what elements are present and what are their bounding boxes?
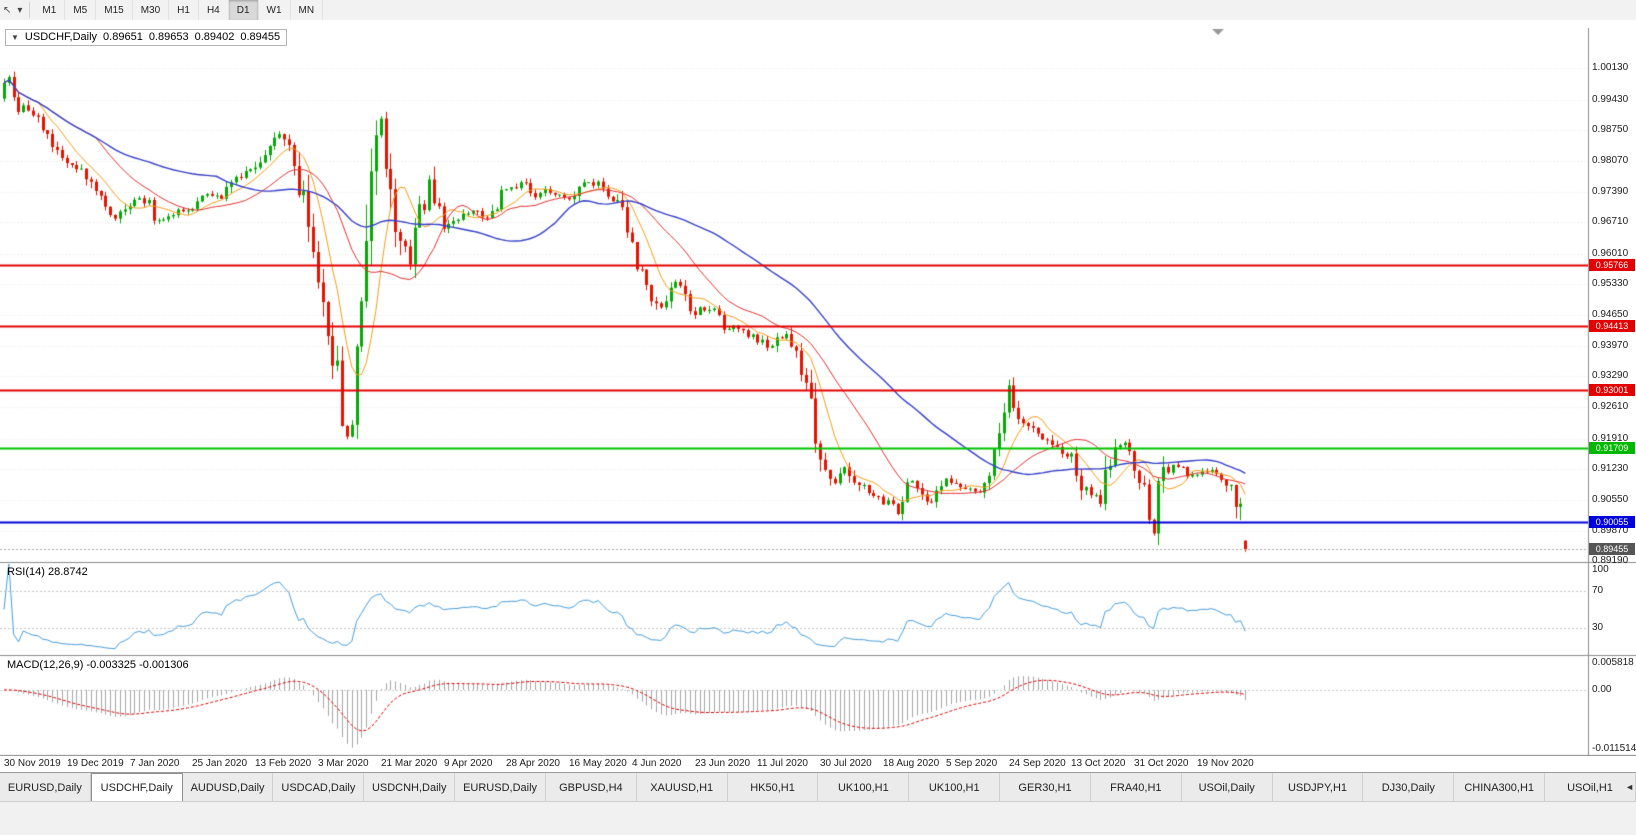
cursor-tool-icon[interactable]: ↖ — [3, 4, 12, 16]
timeframe-button-mn[interactable]: MN — [291, 0, 324, 20]
chart-tab-audusd-daily[interactable]: AUDUSD,Daily — [183, 773, 274, 802]
timeframe-group: M1 M5 M15 M30 H1 H4 D1 W1 MN — [34, 0, 324, 20]
chart-tab-hk50-h1[interactable]: HK50,H1 — [728, 773, 819, 802]
toolbar-separator — [29, 2, 31, 18]
ohlc-open: 0.89651 — [103, 31, 143, 43]
cursor-tool-dropdown-icon[interactable]: ▾ — [17, 4, 23, 16]
chart-tab-usdcnh-daily[interactable]: USDCNH,Daily — [364, 773, 456, 802]
timeframe-button-m30[interactable]: M30 — [133, 0, 170, 20]
timeframe-button-h4[interactable]: H4 — [199, 0, 229, 20]
date-label: 24 Sep 2020 — [1009, 758, 1066, 769]
timeframe-button-w1[interactable]: W1 — [259, 0, 291, 20]
timeframe-button-m15[interactable]: M15 — [96, 0, 133, 20]
chart-tab-ger30-h1[interactable]: GER30,H1 — [1000, 773, 1091, 802]
ohlc-close: 0.89455 — [240, 31, 281, 43]
macd-indicator-label: MACD(12,26,9) -0.003325 -0.001306 — [7, 659, 189, 671]
date-label: 11 Jul 2020 — [757, 758, 808, 769]
date-label: 31 Oct 2020 — [1134, 758, 1189, 769]
chart-tab-fra40-h1[interactable]: FRA40,H1 — [1091, 773, 1182, 802]
date-label: 19 Nov 2020 — [1197, 758, 1254, 769]
tab-scroll-left-icon[interactable]: ◄ — [1625, 782, 1634, 792]
chart-tab-usoil-h1[interactable]: USOil,H1 — [1545, 773, 1636, 802]
date-axis: 30 Nov 2019 19 Dec 2019 7 Jan 2020 25 Jan 2… — [0, 756, 1636, 772]
date-label: 16 May 2020 — [569, 758, 627, 769]
ohlc-low: 0.89402 — [194, 31, 235, 43]
date-label: 7 Jan 2020 — [130, 758, 180, 769]
date-label: 19 Dec 2019 — [67, 758, 124, 769]
date-label: 13 Oct 2020 — [1071, 758, 1126, 769]
timeframe-button-m5[interactable]: M5 — [65, 0, 97, 20]
date-label: 13 Feb 2020 — [255, 758, 312, 769]
date-label: 23 Jun 2020 — [695, 758, 751, 769]
chart-tab-dj30-daily[interactable]: DJ30,Daily — [1363, 773, 1455, 802]
chart-window: ▼ USDCHF,Daily 0.89651 0.89653 0.89402 0… — [0, 20, 1636, 772]
date-label: 9 Apr 2020 — [444, 758, 493, 769]
chart-symbol-label: USDCHF,Daily — [24, 31, 98, 43]
chart-tab-eurusd-daily[interactable]: EURUSD,Daily — [455, 773, 546, 802]
status-bar — [0, 801, 1636, 835]
chart-tab-usdchf-daily[interactable]: USDCHF,Daily — [90, 773, 183, 802]
date-label: 4 Jun 2020 — [632, 758, 682, 769]
rsi-indicator-label: RSI(14) 28.8742 — [7, 566, 88, 578]
chart-tab-xauusd-h1[interactable]: XAUUSD,H1 — [637, 773, 728, 802]
chart-tab-uk100-h1[interactable]: UK100,H1 — [909, 773, 1001, 802]
date-label: 21 Mar 2020 — [381, 758, 438, 769]
ohlc-high: 0.89653 — [148, 31, 189, 43]
chart-tab-usdcad-daily[interactable]: USDCAD,Daily — [273, 773, 365, 802]
timeframe-button-d1[interactable]: D1 — [228, 0, 259, 20]
chart-tab-china300-h1[interactable]: CHINA300,H1 — [1454, 773, 1546, 802]
chart-tab-bar: EURUSD,Daily USDCHF,Daily AUDUSD,Daily USDC… — [0, 772, 1636, 802]
chart-tab-uk100-h1[interactable]: UK100,H1 — [818, 773, 910, 802]
date-label: 5 Sep 2020 — [946, 758, 998, 769]
chart-tab-usoil-daily[interactable]: USOil,Daily — [1182, 773, 1273, 802]
collapse-chart-icon[interactable]: ▼ — [11, 32, 19, 42]
price-chart-canvas[interactable] — [0, 28, 1636, 756]
date-label: 25 Jan 2020 — [192, 758, 248, 769]
toolbar: ↖ ▾ M1 M5 M15 M30 H1 H4 D1 W1 MN — [0, 0, 1636, 21]
date-label: 28 Apr 2020 — [506, 758, 560, 769]
timeframe-button-m1[interactable]: M1 — [34, 0, 66, 20]
date-label: 30 Jul 2020 — [820, 758, 872, 769]
chart-tab-eurusd-daily[interactable]: EURUSD,Daily — [0, 773, 91, 802]
chart-tab-gbpusd-h4[interactable]: GBPUSD,H4 — [546, 773, 637, 802]
date-label: 30 Nov 2019 — [4, 758, 61, 769]
chart-title: ▼ USDCHF,Daily 0.89651 0.89653 0.89402 0… — [5, 29, 288, 46]
date-label: 3 Mar 2020 — [318, 758, 369, 769]
timeframe-button-h1[interactable]: H1 — [169, 0, 199, 20]
chart-tab-usdjpy-h1[interactable]: USDJPY,H1 — [1273, 773, 1364, 802]
date-label: 18 Aug 2020 — [883, 758, 940, 769]
